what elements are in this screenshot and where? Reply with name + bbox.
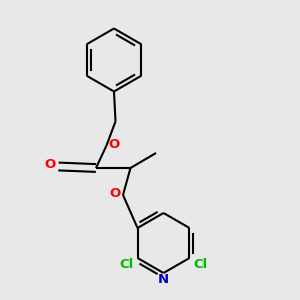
- Text: O: O: [44, 158, 56, 171]
- Text: Cl: Cl: [194, 258, 208, 271]
- Text: N: N: [158, 273, 169, 286]
- Text: O: O: [109, 187, 120, 200]
- Text: O: O: [108, 137, 120, 151]
- Text: Cl: Cl: [119, 258, 133, 271]
